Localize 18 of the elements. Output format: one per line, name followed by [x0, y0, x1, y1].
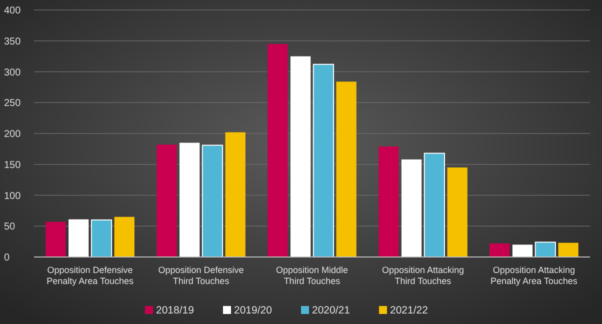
y-tick-label: 300	[4, 67, 22, 78]
legend-label: 2020/21	[312, 304, 350, 317]
x-tick-label: Opposition Attacking Penalty Area Touches	[490, 265, 578, 286]
y-tick-label: 100	[4, 190, 22, 202]
legend-label: 2021/22	[390, 304, 428, 317]
x-tick-label: Opposition Attacking Third Touches	[382, 265, 464, 286]
x-tick-label: Opposition Middle Third Touches	[276, 265, 348, 286]
y-tick-label: 350	[4, 36, 22, 48]
legend-label: 2018/19	[156, 304, 194, 317]
x-tick-label: Opposition Defensive Third Touches	[158, 265, 244, 286]
y-tick-label: 50	[4, 222, 16, 233]
y-tick-label: 250	[4, 98, 22, 110]
legend-label: 2019/20	[234, 304, 272, 317]
y-tick-label: 0	[4, 252, 10, 264]
y-tick-label: 150	[4, 160, 22, 171]
y-tick-label: 400	[4, 6, 22, 16]
x-tick-label: Opposition Defensive Penalty Area Touches	[46, 265, 134, 286]
y-tick-label: 200	[4, 129, 22, 140]
